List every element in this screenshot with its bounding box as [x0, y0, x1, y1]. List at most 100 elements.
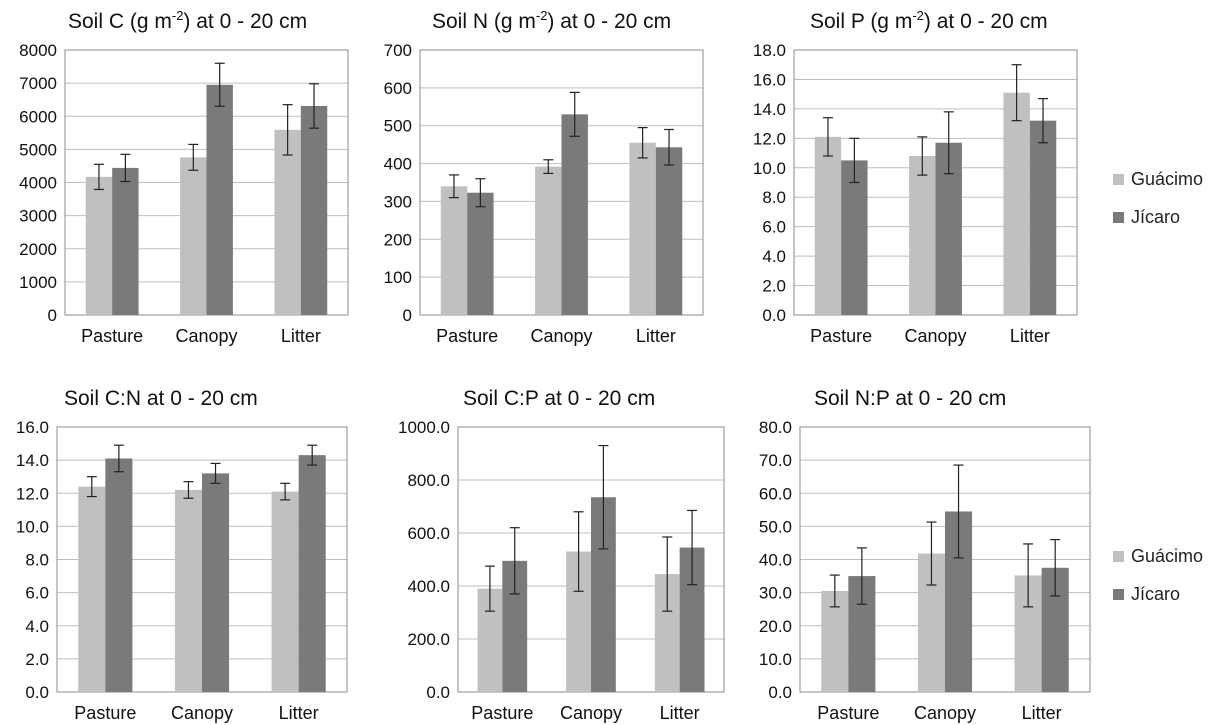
legend-item-guacimo: Guácimo	[1113, 168, 1203, 190]
x-tick-label: Litter	[1010, 326, 1050, 346]
legend-item-jicaro: Jícaro	[1113, 206, 1203, 228]
legend-item-guacimo: Guácimo	[1113, 545, 1203, 567]
legend-bottom: Guácimo Jícaro	[1113, 545, 1203, 621]
y-tick-label: 2.0	[762, 277, 786, 296]
y-tick-label: 10.0	[16, 517, 49, 536]
y-tick-label: 4.0	[25, 617, 49, 636]
x-tick-label: Pasture	[436, 326, 498, 346]
x-tick-label: Pasture	[810, 326, 872, 346]
chart-panel-2: Soil N (g m-2) at 0 - 20 cm 0 100 200 300 400…	[384, 8, 704, 346]
x-tick-label: Pasture	[81, 326, 143, 346]
y-tick-label: 700	[384, 41, 412, 60]
x-tick-label: Canopy	[175, 326, 237, 346]
chart-title: Soil C:N at 0 - 20 cm	[64, 387, 258, 410]
y-tick-label: 12.0	[753, 129, 786, 148]
y-tick-label: 16.0	[16, 418, 49, 437]
y-tick-label: 800.0	[407, 471, 450, 490]
chart-title: Soil C (g m-2) at 0 - 20 cm	[68, 8, 307, 33]
y-tick-label: 14.0	[753, 100, 786, 119]
x-tick-label: Litter	[279, 703, 319, 723]
y-tick-label: 600	[384, 79, 412, 98]
x-tick-label: Litter	[281, 326, 321, 346]
y-tick-label: 14.0	[16, 451, 49, 470]
legend-label-jicaro: Jícaro	[1131, 583, 1181, 604]
bar-guacimo-canopy	[909, 156, 936, 315]
chart-title: Soil P (g m-2) at 0 - 20 cm	[810, 8, 1048, 33]
legend-item-jicaro: Jícaro	[1113, 583, 1203, 605]
y-tick-label: 8.0	[25, 551, 49, 570]
y-tick-label: 6.0	[25, 584, 49, 603]
y-tick-label: 1000.0	[398, 418, 450, 437]
x-tick-label: Pasture	[471, 703, 533, 723]
y-tick-label: 20.0	[759, 617, 792, 636]
bar-guacimo-canopy	[180, 157, 207, 315]
bar-guacimo-pasture	[821, 590, 849, 692]
chart-title: Soil N:P at 0 - 20 cm	[814, 387, 1006, 410]
legend-swatch-guacimo	[1113, 173, 1124, 185]
bar-jicaro-litter	[300, 105, 328, 315]
y-tick-label: 0.0	[426, 683, 450, 702]
legend-label-jicaro: Jícaro	[1131, 206, 1181, 227]
y-tick-label: 400	[384, 155, 412, 174]
y-tick-label: 18.0	[753, 41, 786, 60]
y-tick-label: 600.0	[407, 524, 450, 543]
chart-title: Soil C:P at 0 - 20 cm	[463, 387, 655, 410]
y-tick-label: 0.0	[768, 683, 792, 702]
y-tick-label: 400.0	[407, 577, 450, 596]
legend-swatch-jicaro	[1113, 588, 1124, 600]
bar-jicaro-canopy	[206, 84, 233, 315]
y-tick-label: 4.0	[762, 247, 786, 266]
y-tick-label: 6000	[19, 107, 57, 126]
bar-jicaro-pasture	[841, 160, 868, 315]
bar-jicaro-litter	[298, 455, 326, 692]
bar-jicaro-pasture	[105, 458, 133, 692]
y-tick-label: 10.0	[759, 650, 792, 669]
bar-guacimo-litter	[274, 129, 301, 315]
x-tick-label: Litter	[1022, 703, 1062, 723]
y-tick-label: 0	[48, 306, 57, 325]
y-tick-label: 6.0	[762, 218, 786, 237]
y-tick-label: 0.0	[762, 306, 786, 325]
bar-guacimo-pasture	[814, 136, 842, 315]
bar-guacimo-pasture	[78, 486, 106, 692]
y-tick-label: 8000	[19, 41, 57, 60]
y-tick-label: 80.0	[759, 418, 792, 437]
chart-panel-4: Soil C:N at 0 - 20 cm 0.0 2.0 4.0 6.0 8.0 10.0…	[16, 387, 348, 723]
x-tick-label: Canopy	[171, 703, 233, 723]
legend-swatch-jicaro	[1113, 211, 1124, 223]
y-tick-label: 12.0	[16, 484, 49, 503]
y-tick-label: 500	[384, 117, 412, 136]
y-tick-label: 8.0	[762, 188, 786, 207]
legend-swatch-guacimo	[1113, 550, 1124, 562]
y-tick-label: 2.0	[25, 650, 49, 669]
y-tick-label: 70.0	[759, 451, 792, 470]
y-tick-label: 16.0	[753, 70, 786, 89]
bar-guacimo-litter	[271, 491, 299, 692]
bar-jicaro-canopy	[202, 473, 230, 692]
y-tick-label: 1000	[19, 273, 57, 292]
bar-guacimo-litter	[1003, 92, 1030, 315]
y-tick-label: 60.0	[759, 484, 792, 503]
y-tick-label: 5000	[19, 140, 57, 159]
y-tick-label: 50.0	[759, 517, 792, 536]
chart-title: Soil N (g m-2) at 0 - 20 cm	[432, 8, 671, 33]
y-tick-label: 10.0	[753, 159, 786, 178]
y-tick-label: 0	[403, 306, 412, 325]
x-tick-label: Canopy	[560, 703, 622, 723]
y-tick-label: 200	[384, 230, 412, 249]
chart-panel-6: Soil N:P at 0 - 20 cm 0.0 10.0 20.0 30.0 40.0…	[759, 387, 1091, 723]
x-tick-label: Pasture	[74, 703, 136, 723]
y-tick-label: 40.0	[759, 551, 792, 570]
bar-guacimo-pasture	[440, 186, 468, 315]
legend-label-guacimo: Guácimo	[1131, 545, 1204, 566]
y-tick-label: 2000	[19, 240, 57, 259]
bar-guacimo-pasture	[85, 176, 113, 315]
bar-jicaro-canopy	[561, 114, 588, 315]
y-tick-label: 30.0	[759, 584, 792, 603]
legend-label-guacimo: Guácimo	[1131, 168, 1204, 189]
bar-jicaro-pasture	[467, 192, 494, 315]
x-tick-label: Canopy	[530, 326, 592, 346]
x-tick-label: Canopy	[914, 703, 976, 723]
legend-top: Guácimo Jícaro	[1113, 168, 1203, 244]
x-tick-label: Pasture	[817, 703, 879, 723]
